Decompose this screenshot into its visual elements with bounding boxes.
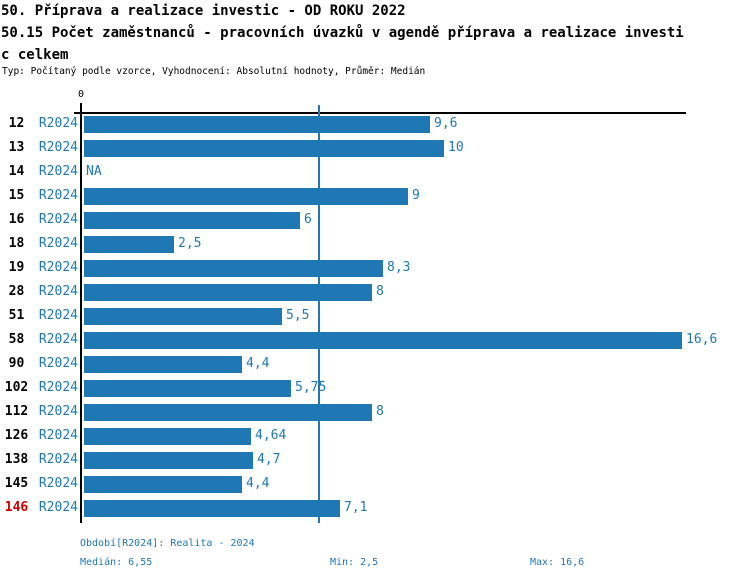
report-title-line1: 50. Příprava a realizace investic - OD R…: [1, 3, 406, 19]
row-category-label: 15: [8, 188, 25, 203]
row-category-label: 18: [8, 236, 25, 251]
report-title-line2: 50.15 Počet zaměstnanců - pracovních úva…: [1, 25, 684, 41]
bar-value-label: 9,6: [434, 116, 458, 131]
row-period-label: R2024: [38, 428, 78, 443]
x-axis-line: [74, 112, 686, 114]
bar-value-label: 8,3: [387, 260, 411, 275]
bar: [84, 236, 174, 253]
chart-row: 19 R2024 8,3: [0, 258, 750, 282]
row-period-label: R2024: [38, 284, 78, 299]
bar-value-label: 9: [412, 188, 420, 203]
chart-row: 15 R2024 9: [0, 186, 750, 210]
chart-row: 146 R2024 7,1: [0, 498, 750, 522]
bar-value-label: NA: [86, 164, 102, 179]
bar-value-label: 8: [376, 404, 384, 419]
bar-value-label: 8: [376, 284, 384, 299]
row-category-label: 146: [4, 500, 29, 515]
chart-row: 28 R2024 8: [0, 282, 750, 306]
bar-value-label: 5,75: [295, 380, 327, 395]
bar: [84, 380, 291, 397]
chart-row: 145 R2024 4,4: [0, 474, 750, 498]
row-period-label: R2024: [38, 236, 78, 251]
median-reference-line: [318, 105, 320, 523]
bar-value-label: 4,4: [246, 356, 270, 371]
y-axis-line: [80, 112, 82, 523]
row-category-label: 112: [4, 404, 29, 419]
period-legend: Období[R2024]: Realita - 2024: [80, 538, 255, 549]
row-period-label: R2024: [38, 356, 78, 371]
bar: [84, 500, 340, 517]
bar: [84, 404, 372, 421]
bar: [84, 284, 372, 301]
bar: [84, 116, 430, 133]
row-category-label: 14: [8, 164, 25, 179]
bar: [84, 452, 253, 469]
row-category-label: 58: [8, 332, 25, 347]
row-period-label: R2024: [38, 116, 78, 131]
row-period-label: R2024: [38, 476, 78, 491]
row-period-label: R2024: [38, 188, 78, 203]
report-meta: Typ: Počítaný podle vzorce, Vyhodnocení:…: [2, 66, 426, 77]
bar: [84, 140, 444, 157]
min-stat: Min: 2,5: [330, 557, 379, 568]
row-period-label: R2024: [38, 260, 78, 275]
bar-value-label: 2,5: [178, 236, 202, 251]
chart-row: 12 R2024 9,6: [0, 114, 750, 138]
bar-value-label: 16,6: [686, 332, 718, 347]
chart-row: 13 R2024 10: [0, 138, 750, 162]
bar-value-label: 6: [304, 212, 312, 227]
row-period-label: R2024: [38, 140, 78, 155]
row-period-label: R2024: [38, 404, 78, 419]
row-category-label: 16: [8, 212, 25, 227]
chart-row: 126 R2024 4,64: [0, 426, 750, 450]
row-category-label: 19: [8, 260, 25, 275]
x-axis-zero-tick: [80, 103, 82, 112]
row-category-label: 12: [8, 116, 25, 131]
bar-value-label: 4,4: [246, 476, 270, 491]
x-axis-zero-tick-label: 0: [77, 89, 85, 100]
row-category-label: 138: [4, 452, 29, 467]
bar-value-label: 4,7: [257, 452, 281, 467]
bar: [84, 356, 242, 373]
bar: [84, 428, 251, 445]
chart-row: 16 R2024 6: [0, 210, 750, 234]
chart-row: 58 R2024 16,6: [0, 330, 750, 354]
row-category-label: 51: [8, 308, 25, 323]
chart-row: 90 R2024 4,4: [0, 354, 750, 378]
row-period-label: R2024: [38, 164, 78, 179]
bar: [84, 188, 408, 205]
chart-row: 14 R2024 NA: [0, 162, 750, 186]
max-stat: Max: 16,6: [530, 557, 585, 568]
bar-value-label: 7,1: [344, 500, 368, 515]
row-period-label: R2024: [38, 452, 78, 467]
bar: [84, 212, 300, 229]
report-title-line3: c celkem: [1, 47, 69, 63]
row-category-label: 102: [4, 380, 29, 395]
bar-value-label: 5,5: [286, 308, 310, 323]
row-category-label: 90: [8, 356, 25, 371]
bar-value-label: 4,64: [255, 428, 287, 443]
chart-row: 51 R2024 5,5: [0, 306, 750, 330]
chart-rows: 12 R2024 9,6 13 R2024 10 14 R2024 NA 15 …: [0, 114, 750, 522]
row-period-label: R2024: [38, 500, 78, 515]
chart-row: 18 R2024 2,5: [0, 234, 750, 258]
row-period-label: R2024: [38, 308, 78, 323]
bar: [84, 260, 383, 277]
chart-row: 112 R2024 8: [0, 402, 750, 426]
row-category-label: 126: [4, 428, 29, 443]
bar: [84, 332, 682, 349]
row-category-label: 28: [8, 284, 25, 299]
chart-row: 102 R2024 5,75: [0, 378, 750, 402]
bar-value-label: 10: [448, 140, 464, 155]
row-period-label: R2024: [38, 380, 78, 395]
row-period-label: R2024: [38, 212, 78, 227]
row-category-label: 145: [4, 476, 29, 491]
row-period-label: R2024: [38, 332, 78, 347]
chart-row: 138 R2024 4,7: [0, 450, 750, 474]
row-category-label: 13: [8, 140, 25, 155]
bar: [84, 476, 242, 493]
median-stat: Medián: 6,55: [80, 557, 153, 568]
bar: [84, 308, 282, 325]
